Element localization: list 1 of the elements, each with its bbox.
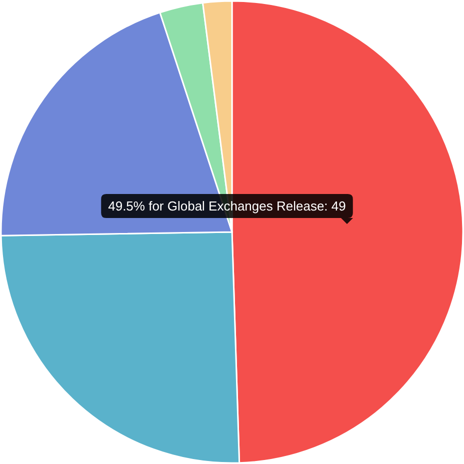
text: 49.5% for Global Exchanges Release: 49: [108, 198, 346, 214]
